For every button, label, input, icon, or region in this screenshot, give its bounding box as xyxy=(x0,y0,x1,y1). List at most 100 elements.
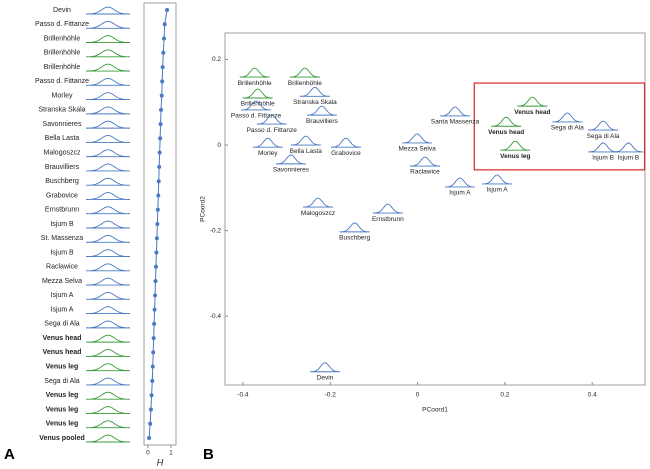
site-label: Venus leg xyxy=(46,421,79,428)
profile-curve xyxy=(491,116,522,127)
profile-curve xyxy=(85,63,131,72)
profile-curve xyxy=(86,177,130,186)
site-label: Malogoszcz xyxy=(44,150,81,157)
x-tick-label: 1 xyxy=(169,450,173,457)
h-point xyxy=(158,122,163,127)
x-tick-label: 0 xyxy=(416,392,420,399)
site-label: Passo d. Fittanze xyxy=(35,21,89,28)
site-label: Venus leg xyxy=(46,406,79,413)
site-label: Venus leg xyxy=(46,392,79,399)
site-label: St. Massenza xyxy=(41,235,84,242)
h-point xyxy=(152,321,157,326)
profile-curve xyxy=(256,114,287,125)
site-label: Grabovice xyxy=(46,192,78,199)
y-axis-label: PCoord2 xyxy=(200,196,207,222)
h-point xyxy=(160,65,165,70)
point-label: Brauvilliers xyxy=(306,118,339,125)
site-label: Venus pooled xyxy=(39,435,85,442)
h-point xyxy=(149,393,154,398)
profile-curve xyxy=(86,35,130,43)
site-label: Venus leg xyxy=(46,364,79,371)
profile-curve xyxy=(85,277,131,286)
site-label: Stranska Skala xyxy=(38,107,85,114)
profile-curve xyxy=(588,120,619,131)
profile-curve xyxy=(242,88,273,99)
h-point xyxy=(153,279,158,284)
x-tick-label: 0.4 xyxy=(588,392,597,399)
profile-curve xyxy=(309,362,340,373)
site-label: Brillenhöhle xyxy=(44,64,81,71)
profile-curve xyxy=(86,348,130,357)
profile-curve xyxy=(86,420,130,429)
profile-curve xyxy=(85,20,131,29)
profile-curve xyxy=(588,142,619,153)
h-point xyxy=(162,22,167,27)
site-label: Venus head xyxy=(43,349,82,356)
point-label: Santa Massenza xyxy=(431,119,480,126)
point-label: Ernstbrunn xyxy=(372,216,404,223)
profile-curve xyxy=(613,142,644,153)
site-label: Passo d. Fittanze xyxy=(35,78,89,85)
h-point xyxy=(162,36,167,41)
h-point xyxy=(158,136,163,141)
profile-curve xyxy=(86,163,130,172)
point-label: Passo d. Fittanze xyxy=(247,127,298,134)
profile-curve xyxy=(339,222,370,233)
profile-curve xyxy=(240,100,272,111)
profile-curve xyxy=(86,92,130,101)
point-label: Isjum B xyxy=(592,155,614,162)
point-label: Brillenhöhle xyxy=(238,80,272,87)
h-point xyxy=(159,107,164,112)
h-point xyxy=(153,293,158,298)
profile-curve xyxy=(86,291,130,300)
x-tick-label: 0 xyxy=(146,450,150,457)
profile-curve xyxy=(302,197,334,208)
point-label: Mezza Selva xyxy=(398,146,436,153)
profile-curve xyxy=(86,334,130,343)
profile-curve xyxy=(440,106,471,117)
profile-curve xyxy=(85,106,131,115)
h-point xyxy=(148,421,153,426)
point-label: Malogoszcz xyxy=(301,210,335,217)
h-point xyxy=(156,193,161,198)
site-label: Buschberg xyxy=(45,178,79,185)
site-label: Savonnieres xyxy=(43,121,82,128)
profile-curve xyxy=(306,105,337,116)
profile-curve xyxy=(86,306,130,315)
profile-curve xyxy=(290,135,321,146)
x-tick-label: -0.4 xyxy=(237,392,249,399)
h-point xyxy=(159,93,164,98)
profile-curve xyxy=(86,134,130,143)
site-label: Venus head xyxy=(43,335,82,342)
profile-curve xyxy=(289,67,320,78)
point-label: Devin xyxy=(317,374,334,381)
profile-curve xyxy=(86,391,130,400)
site-label: Devin xyxy=(53,7,71,14)
profile-curve xyxy=(85,149,131,158)
h-point xyxy=(152,307,157,312)
panel-label: B xyxy=(203,446,214,463)
point-label: Raclawice xyxy=(410,169,440,176)
h-point xyxy=(157,164,162,169)
point-label: Passo d. Fittanze xyxy=(231,113,282,120)
panel-label: A xyxy=(4,446,15,463)
profile-curve xyxy=(239,67,270,78)
point-label: Venus head xyxy=(488,129,524,136)
plot-frame xyxy=(143,2,177,446)
profile-curve xyxy=(86,220,130,229)
profile-curve xyxy=(86,249,130,257)
profile-curve xyxy=(409,156,440,167)
profile-curve xyxy=(330,137,361,148)
h-point xyxy=(155,207,160,212)
h-point xyxy=(151,350,156,355)
point-label: Isjum A xyxy=(486,187,508,194)
y-tick-label: -0.2 xyxy=(210,227,222,234)
h-point xyxy=(150,364,155,369)
x-tick-label: -0.2 xyxy=(325,392,337,399)
profile-curve xyxy=(500,140,531,151)
profile-curve xyxy=(86,6,130,15)
point-label: Buschberg xyxy=(339,235,370,242)
profile-curve xyxy=(402,133,433,144)
site-label: Isjum A xyxy=(51,306,74,313)
